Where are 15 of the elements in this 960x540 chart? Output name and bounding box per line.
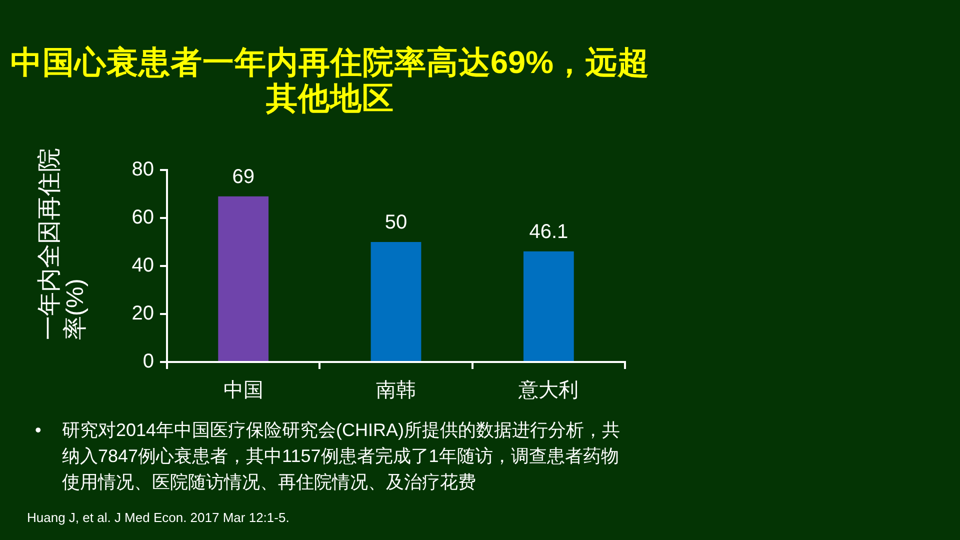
x-tick-label: 中国 xyxy=(223,380,264,402)
data-label: 46.1 xyxy=(529,220,568,243)
y-tick-label: 20 xyxy=(132,302,154,325)
y-tick-label: 0 xyxy=(142,350,154,373)
text: Huang J, et al. J Med Econ. 2017 Mar 12:1-5. xyxy=(27,510,290,526)
y-axis-title: 一年内全因再住院率(%) xyxy=(36,147,89,340)
x-tick-label: 南韩 xyxy=(376,380,416,402)
data-label: 50 xyxy=(384,212,408,234)
text: • 研究对2014年中国医疗保险研究会(CHIRA)所提供的数据进行分析，共纳入7847例心衰患者，其中1157例患者完成了1年随访，调查患者药物使用情况、医院随访情况、再住院情况、及治疗花费 xyxy=(35,419,620,492)
data-label: 69 xyxy=(232,166,254,188)
x-tick-label: 意大利 xyxy=(518,380,579,402)
y-tick-label: 60 xyxy=(132,206,154,229)
y-tick-label: 40 xyxy=(132,254,154,277)
chart-title: 中国心衰患者一年内再住院率高达69%，远超其他地区 xyxy=(9,44,651,116)
y-tick-label: 80 xyxy=(132,158,154,181)
